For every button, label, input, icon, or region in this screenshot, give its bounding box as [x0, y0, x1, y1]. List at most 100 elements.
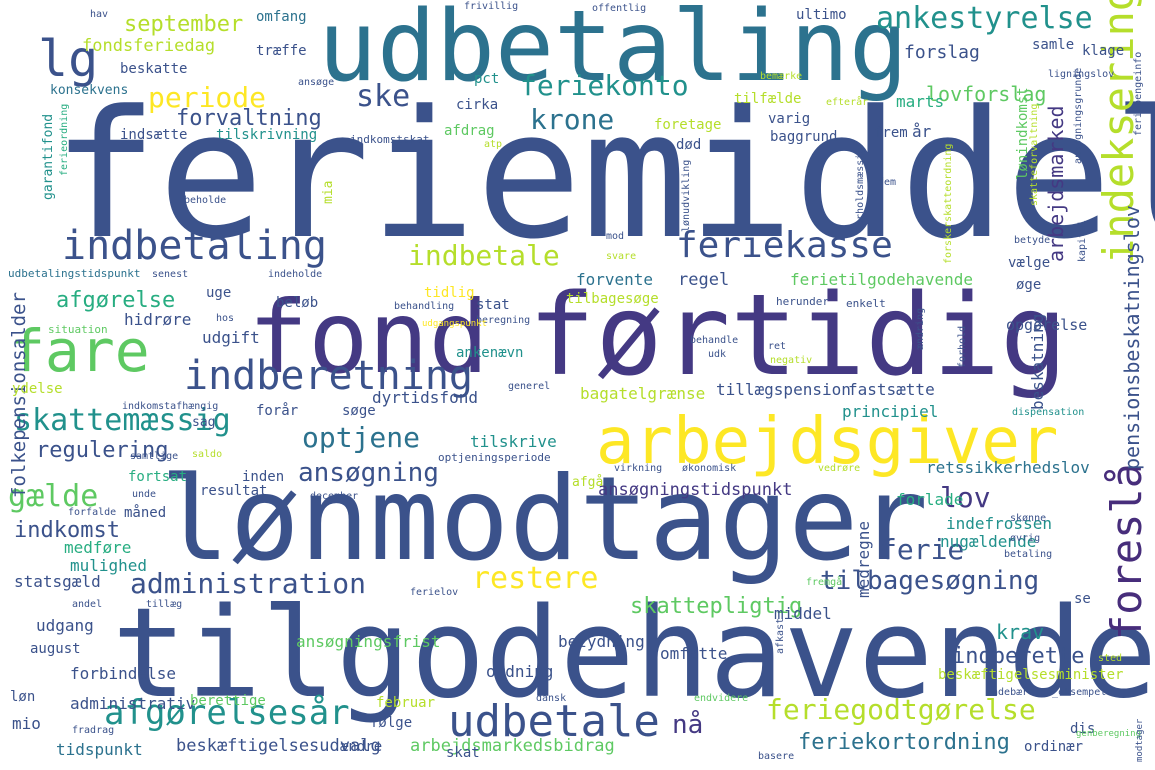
word: udbetaling: [318, 0, 909, 104]
word: skat: [446, 745, 480, 761]
word: resultat: [200, 483, 268, 499]
word: pensionsbeskatningslov: [1120, 205, 1144, 470]
word: udbetalingstidspunkt: [8, 267, 141, 280]
word: tilskrive: [470, 432, 557, 451]
word: afgå: [572, 475, 604, 490]
word: marts: [896, 92, 945, 111]
word: august: [30, 641, 81, 657]
word: offentlig: [592, 3, 647, 14]
word: negativ: [770, 355, 813, 366]
word: arbejdsgiver: [596, 405, 1059, 479]
word: fem: [878, 177, 897, 188]
word: udgift: [202, 328, 260, 347]
word: mia: [321, 180, 336, 204]
word: år: [912, 122, 932, 141]
word: uge: [206, 285, 232, 301]
word: forslag: [904, 42, 980, 63]
word: pct: [474, 71, 500, 87]
word: mio: [12, 714, 41, 733]
word: lg: [38, 30, 99, 88]
word: ankestyrelse: [876, 1, 1093, 36]
word: basere: [758, 751, 795, 762]
word: ferie: [880, 533, 965, 566]
word: medføre: [64, 538, 132, 557]
word: beløb: [276, 295, 319, 311]
word: feriegodtgørelse: [766, 693, 1036, 726]
word: garantifond: [41, 113, 56, 200]
word: dis: [1070, 721, 1096, 737]
word: beskæftigelsesminister: [938, 667, 1124, 683]
word: forvente: [576, 270, 654, 289]
word: feriekonto: [520, 69, 689, 102]
word: tidlig: [424, 285, 475, 301]
word: for_eksempel: [1034, 687, 1107, 698]
word: søge: [342, 403, 376, 419]
word: senest: [152, 269, 189, 280]
word: krone: [530, 103, 615, 136]
word: hidrøre: [124, 310, 192, 329]
word: herunder: [776, 295, 829, 308]
word: indkomstskat: [350, 133, 430, 146]
word: gælde: [8, 479, 99, 514]
word: afgørelsesår: [104, 693, 350, 733]
word: dispensation: [1012, 407, 1085, 418]
word: baggrund: [770, 129, 838, 145]
word: modtager: [1135, 718, 1145, 762]
word: skattepligtig: [630, 594, 803, 619]
word: statsgæld: [14, 572, 101, 591]
word: cirka: [456, 97, 499, 113]
word: frem: [874, 125, 908, 141]
word: andel: [72, 599, 103, 610]
word: forskerskatteordning: [943, 143, 954, 264]
word: atp: [484, 139, 503, 150]
word: ferieordning: [59, 103, 70, 176]
word: regulering: [36, 438, 169, 463]
word: beskatte: [120, 61, 188, 77]
word: afkast: [775, 617, 786, 654]
word: fortsat: [128, 469, 188, 485]
word: fastsætte: [848, 380, 935, 399]
word: nå: [672, 710, 704, 740]
word: beskæftigelsesudvalg: [176, 736, 381, 756]
word: vedrøre: [818, 463, 861, 474]
word: lønudvikling: [681, 159, 692, 232]
word: løn: [10, 689, 36, 705]
word: krav: [996, 620, 1045, 644]
word: indsætte: [120, 127, 188, 143]
word: vælge: [1008, 255, 1051, 271]
word: følge: [370, 715, 413, 731]
word: forlade: [896, 490, 964, 509]
word: opgørelse: [1006, 316, 1088, 334]
word: feriepengeinfo: [1133, 51, 1144, 136]
word: foreslå: [1102, 462, 1151, 640]
word: feriekortordning: [798, 730, 1010, 755]
word: hos: [216, 313, 235, 324]
word: skattemæssig: [14, 403, 231, 438]
word: mod: [606, 231, 625, 242]
word: tilbagesøge: [566, 291, 659, 307]
word: virkning: [614, 463, 663, 474]
word: sag: [192, 415, 216, 430]
word: afgørelse: [56, 288, 176, 313]
word: efterår: [826, 97, 869, 108]
word: medregne: [854, 520, 873, 598]
word: beholde: [184, 195, 227, 206]
word: træffe: [256, 43, 307, 59]
word: hav: [90, 9, 109, 20]
word: ultimo: [796, 7, 847, 23]
word: middel: [774, 604, 832, 623]
word: udgang: [36, 616, 94, 635]
word: forvaltning: [176, 106, 322, 131]
word: dansk: [536, 693, 567, 704]
word: feriekasse: [676, 225, 893, 266]
word: fond: [248, 279, 489, 396]
word: beregning: [476, 315, 531, 326]
word: principiel: [842, 402, 939, 421]
word: ferietilgodehavende: [790, 270, 974, 289]
word: ansøge: [298, 77, 335, 88]
word: unde: [132, 489, 157, 500]
word: forbindelse: [70, 664, 176, 683]
word: ydelse: [12, 381, 63, 397]
word: forholdsmæssig: [855, 147, 866, 232]
